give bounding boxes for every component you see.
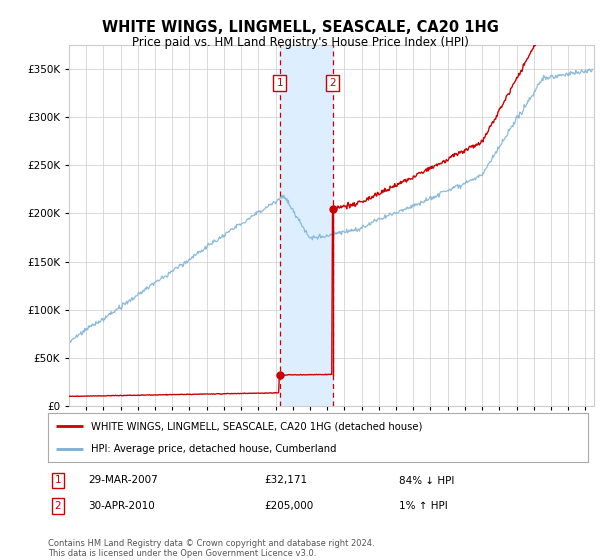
Text: WHITE WINGS, LINGMELL, SEASCALE, CA20 1HG (detached house): WHITE WINGS, LINGMELL, SEASCALE, CA20 1H…: [91, 421, 422, 431]
Text: 1% ↑ HPI: 1% ↑ HPI: [399, 501, 448, 511]
Text: 2: 2: [55, 501, 61, 511]
Text: HPI: Average price, detached house, Cumberland: HPI: Average price, detached house, Cumb…: [91, 444, 337, 454]
Text: Contains HM Land Registry data © Crown copyright and database right 2024.
This d: Contains HM Land Registry data © Crown c…: [48, 539, 374, 558]
Text: 2: 2: [329, 78, 336, 88]
Text: £32,171: £32,171: [264, 475, 307, 486]
Text: Price paid vs. HM Land Registry's House Price Index (HPI): Price paid vs. HM Land Registry's House …: [131, 36, 469, 49]
Text: 1: 1: [55, 475, 61, 486]
Text: £205,000: £205,000: [264, 501, 313, 511]
Text: 84% ↓ HPI: 84% ↓ HPI: [399, 475, 454, 486]
Text: WHITE WINGS, LINGMELL, SEASCALE, CA20 1HG: WHITE WINGS, LINGMELL, SEASCALE, CA20 1H…: [101, 20, 499, 35]
Text: 1: 1: [277, 78, 283, 88]
Text: 30-APR-2010: 30-APR-2010: [89, 501, 155, 511]
Text: 29-MAR-2007: 29-MAR-2007: [89, 475, 158, 486]
Bar: [280, 45, 333, 406]
